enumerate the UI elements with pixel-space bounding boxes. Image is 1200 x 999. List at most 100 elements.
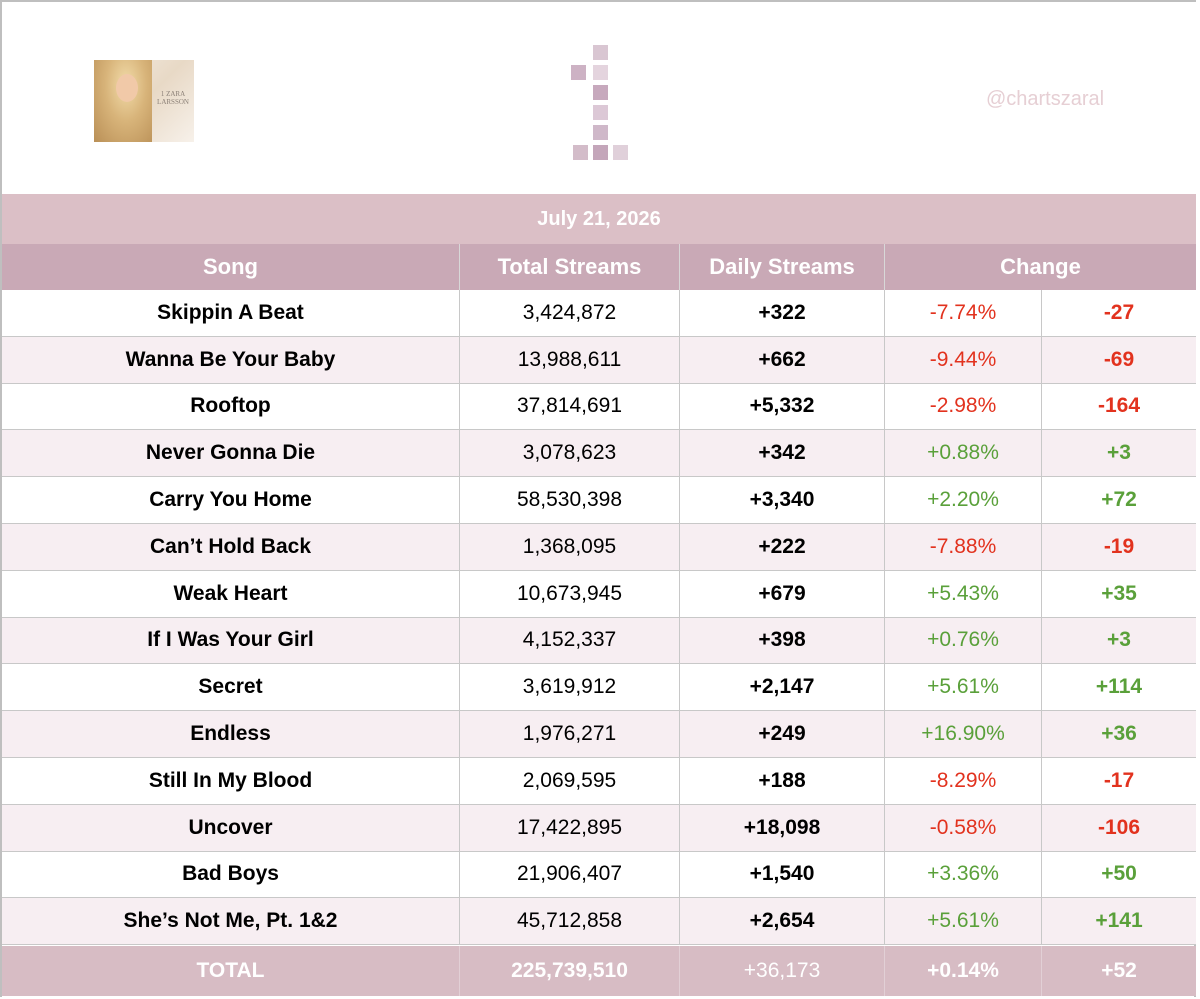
daily-streams: +249 (680, 711, 885, 758)
change-diff: +141 (1042, 898, 1196, 946)
change-percent: -7.74% (885, 290, 1042, 337)
totals-change-percent: +0.14% (885, 946, 1042, 996)
change-diff: -19 (1042, 524, 1196, 571)
daily-streams: +18,098 (680, 804, 885, 852)
total-streams: 3,619,912 (460, 664, 680, 712)
daily-streams: +2,147 (680, 664, 885, 712)
change-diff: -69 (1042, 337, 1196, 384)
album-cover-image: 1 ZARA LARSSON (94, 60, 194, 142)
total-streams: 37,814,691 (460, 383, 680, 431)
column-header-change: Change (885, 244, 1196, 290)
daily-streams: +1,540 (680, 851, 885, 899)
song-name: If I Was Your Girl (2, 617, 460, 665)
change-diff: +35 (1042, 571, 1196, 618)
song-name: Carry You Home (2, 477, 460, 524)
change-percent: +5.43% (885, 570, 1042, 618)
change-diff: -164 (1042, 384, 1196, 431)
totals-label: TOTAL (2, 946, 460, 996)
song-name: She’s Not Me, Pt. 1&2 (2, 898, 460, 946)
table-row: Can’t Hold Back 1,368,095 +222 -7.88% -19 (2, 524, 1196, 571)
change-percent: -8.29% (885, 758, 1042, 805)
daily-streams: +322 (680, 290, 885, 337)
table-row: Still In My Blood 2,069,595 +188 -8.29% -17 (2, 758, 1196, 805)
table-row: Uncover 17,422,895 +18,098 -0.58% -106 (2, 804, 1196, 852)
album-one-logo (568, 44, 630, 161)
song-name: Secret (2, 664, 460, 712)
total-streams: 3,424,872 (460, 290, 680, 337)
song-name: Skippin A Beat (2, 290, 460, 337)
change-diff: +72 (1042, 477, 1196, 524)
totals-change-diff: +52 (1101, 959, 1137, 982)
change-percent: +5.61% (885, 664, 1042, 712)
change-percent: +5.61% (885, 898, 1042, 946)
song-name: Can’t Hold Back (2, 524, 460, 571)
cover-face (116, 74, 138, 102)
totals-daily-streams: +36,173 (680, 946, 885, 996)
change-percent: -2.98% (885, 383, 1042, 431)
total-streams: 58,530,398 (460, 477, 680, 524)
daily-streams: +679 (680, 570, 885, 618)
total-streams: 10,673,945 (460, 570, 680, 618)
table-row: Weak Heart 10,673,945 +679 +5.43% +35 (2, 570, 1196, 618)
total-streams: 17,422,895 (460, 804, 680, 852)
table-row: She’s Not Me, Pt. 1&2 45,712,858 +2,654 +5.… (2, 898, 1196, 946)
table-row: Secret 3,619,912 +2,147 +5.61% +114 (2, 664, 1196, 712)
header: 1 ZARA LARSSON @chartszaral (2, 2, 1196, 194)
change-percent: +2.20% (885, 477, 1042, 524)
change-diff: +114 (1042, 664, 1196, 712)
song-name: Endless (2, 711, 460, 758)
table-row: Skippin A Beat 3,424,872 +322 -7.74% -27 (2, 290, 1196, 337)
chart-date: July 21, 2026 (2, 194, 1196, 244)
total-streams: 21,906,407 (460, 851, 680, 899)
change-percent: -9.44% (885, 336, 1042, 384)
song-name: Never Gonna Die (2, 430, 460, 478)
song-name: Weak Heart (2, 570, 460, 618)
daily-streams: +2,654 (680, 898, 885, 946)
change-percent: +0.88% (885, 430, 1042, 478)
daily-streams: +188 (680, 758, 885, 805)
table-row: Endless 1,976,271 +249 +16.90% +36 (2, 711, 1196, 758)
change-diff: +36 (1042, 711, 1196, 758)
change-diff: -17 (1042, 758, 1196, 805)
total-streams: 1,976,271 (460, 711, 680, 758)
table-row: Never Gonna Die 3,078,623 +342 +0.88% +3 (2, 430, 1196, 478)
table-row: Wanna Be Your Baby 13,988,611 +662 -9.44% -6… (2, 336, 1196, 384)
total-streams: 3,078,623 (460, 430, 680, 478)
change-diff: +3 (1042, 618, 1196, 665)
totals-total-streams: 225,739,510 (460, 946, 680, 996)
daily-streams: +398 (680, 617, 885, 665)
change-diff: +3 (1042, 430, 1196, 478)
totals-row: TOTAL 225,739,510 +36,173 +0.14% +52 (2, 946, 1196, 996)
change-diff: -106 (1042, 805, 1196, 852)
twitter-handle: @chartszaral (985, 88, 1105, 110)
table-row: If I Was Your Girl 4,152,337 +398 +0.76% +3 (2, 617, 1196, 665)
change-percent: +0.76% (885, 617, 1042, 665)
change-percent: -7.88% (885, 524, 1042, 571)
total-streams: 13,988,611 (460, 336, 680, 384)
song-name: Rooftop (2, 383, 460, 431)
change-diff: -27 (1042, 290, 1196, 337)
column-header-song: Song (2, 244, 460, 290)
daily-streams: +3,340 (680, 477, 885, 524)
daily-streams: +5,332 (680, 383, 885, 431)
daily-streams: +222 (680, 524, 885, 571)
total-streams: 1,368,095 (460, 524, 680, 571)
table-row: Bad Boys 21,906,407 +1,540 +3.36% +50 (2, 851, 1196, 899)
song-name: Wanna Be Your Baby (2, 336, 460, 384)
daily-streams: +662 (680, 336, 885, 384)
column-header-total-streams: Total Streams (460, 244, 680, 290)
change-percent: -0.58% (885, 804, 1042, 852)
change-diff: +50 (1042, 852, 1196, 899)
song-name: Bad Boys (2, 851, 460, 899)
table-row: Rooftop 37,814,691 +5,332 -2.98% -164 (2, 383, 1196, 431)
total-streams: 2,069,595 (460, 758, 680, 805)
daily-streams: +342 (680, 430, 885, 478)
album-cover-text: 1 ZARA LARSSON (157, 90, 189, 106)
song-name: Still In My Blood (2, 758, 460, 805)
table-row: Carry You Home 58,530,398 +3,340 +2.20% +72 (2, 477, 1196, 524)
change-percent: +3.36% (885, 851, 1042, 899)
change-percent: +16.90% (885, 711, 1042, 758)
column-header-daily-streams: Daily Streams (680, 244, 885, 290)
total-streams: 45,712,858 (460, 898, 680, 946)
song-name: Uncover (2, 804, 460, 852)
